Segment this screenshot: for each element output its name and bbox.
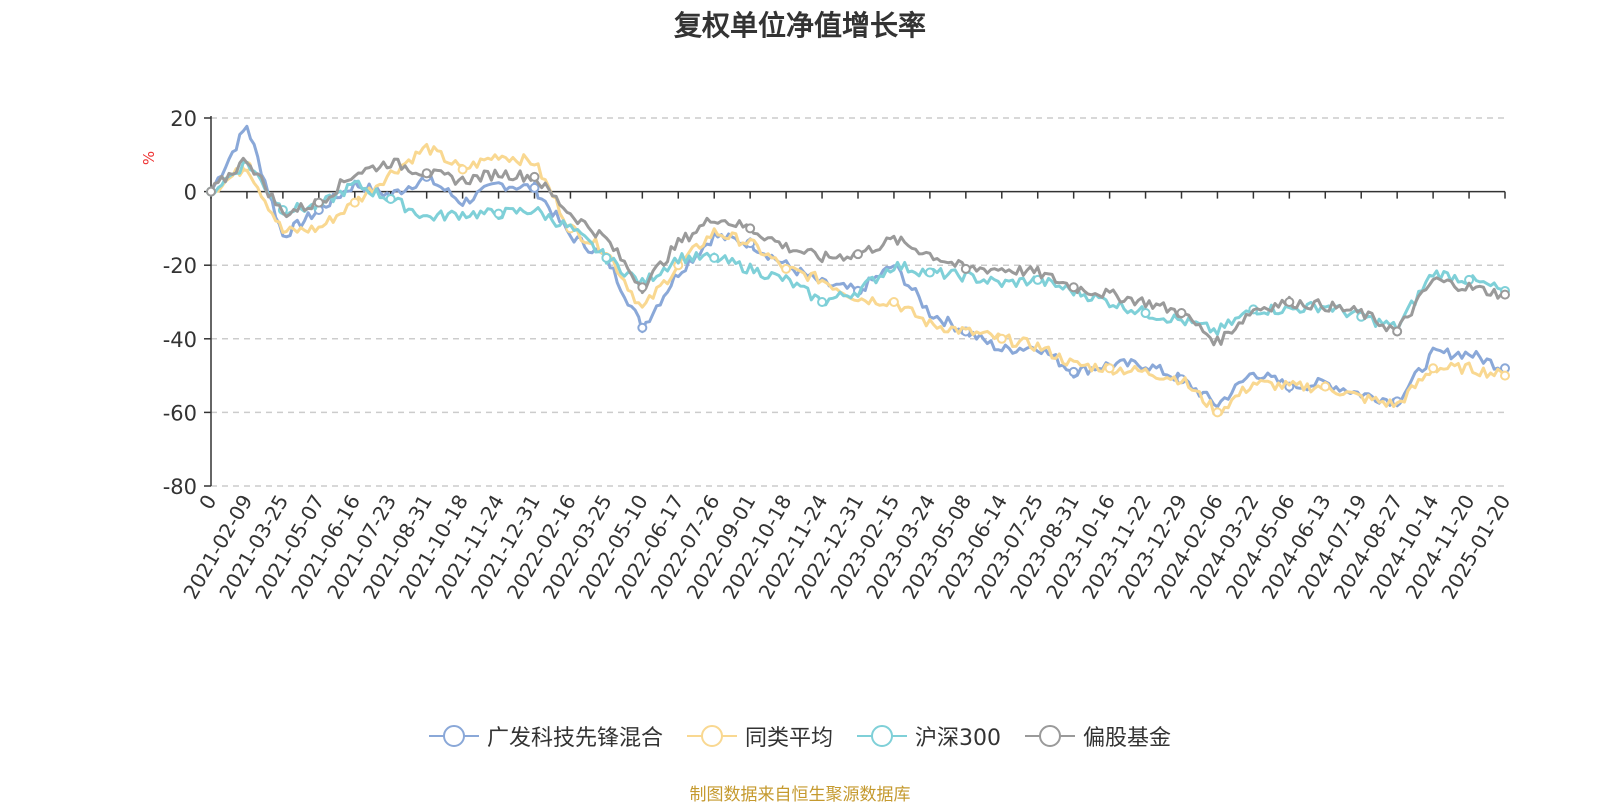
data-point: [745, 223, 756, 234]
y-tick-label: -20: [163, 254, 197, 278]
y-axis: 20 0 -20 -40 -60 -80%: [140, 107, 212, 499]
series-line: [210, 143, 1507, 416]
data-point: [529, 171, 540, 182]
legend-label: 偏股基金: [1083, 726, 1172, 751]
data-point: [1176, 308, 1187, 319]
series-1: [206, 143, 1510, 418]
y-axis-label: %: [140, 151, 158, 165]
data-point: [996, 333, 1007, 344]
data-point: [960, 263, 971, 274]
legend-item[interactable]: 广发科技先锋混合: [428, 720, 663, 752]
data-point: [853, 249, 863, 260]
data-point: [493, 208, 504, 219]
data-point: [1500, 289, 1510, 300]
data-point: [1068, 366, 1079, 377]
legend-symbol-icon: [686, 725, 737, 747]
data-point: [206, 186, 216, 197]
data-point: [1500, 370, 1510, 381]
legend-symbol-icon: [1025, 725, 1075, 747]
y-tick-label: -40: [163, 328, 197, 352]
data-point: [888, 297, 899, 307]
data-point: [1320, 381, 1331, 392]
data-point: [1284, 297, 1295, 307]
legend-symbol-icon: [428, 725, 479, 747]
data-point: [1104, 363, 1115, 374]
chart-title: 复权单位净值增长率: [673, 9, 926, 42]
data-point: [457, 164, 468, 175]
x-axis: 02021-02-092021-03-252021-05-072021-06-1…: [178, 190, 1515, 603]
data-point: [637, 282, 648, 293]
data-point: [637, 322, 648, 333]
grid-lines: [211, 117, 1505, 487]
series-layer: [206, 124, 1510, 418]
data-point: [709, 252, 720, 263]
series-line: [210, 160, 1506, 336]
y-tick-label: 0: [184, 181, 197, 205]
y-tick-label: -80: [163, 475, 197, 499]
data-point: [349, 197, 360, 208]
data-point: [1068, 282, 1079, 293]
data-point: [1428, 363, 1439, 374]
data-point: [1392, 326, 1403, 337]
data-point: [1212, 407, 1223, 418]
source-note: 制图数据来自恒生聚源数据库: [689, 785, 911, 805]
x-tick-label: 0: [194, 491, 221, 514]
data-point: [421, 168, 432, 179]
series-3: [206, 156, 1510, 347]
data-point: [385, 193, 396, 204]
legend-item[interactable]: 沪深300: [857, 720, 1001, 752]
y-tick-label: -60: [163, 401, 197, 425]
data-point: [817, 297, 828, 307]
data-point: [1032, 274, 1043, 285]
legend-label: 同类平均: [744, 726, 833, 751]
legend-item[interactable]: 偏股基金: [1025, 720, 1171, 752]
series-2: [206, 160, 1510, 336]
data-point: [601, 252, 612, 263]
legend: 广发科技先锋混合 同类平均 沪深300 偏股基金: [0, 720, 1600, 752]
legend-label: 沪深300: [915, 726, 1001, 751]
legend-label: 广发科技先锋混合: [486, 726, 663, 751]
data-point: [781, 263, 792, 274]
data-point: [924, 267, 935, 278]
data-point: [1140, 308, 1151, 319]
legend-item[interactable]: 同类平均: [686, 720, 833, 752]
y-tick-label: 20: [170, 107, 197, 131]
data-point: [529, 182, 540, 193]
data-point: [313, 197, 324, 208]
legend-symbol-icon: [857, 725, 907, 747]
